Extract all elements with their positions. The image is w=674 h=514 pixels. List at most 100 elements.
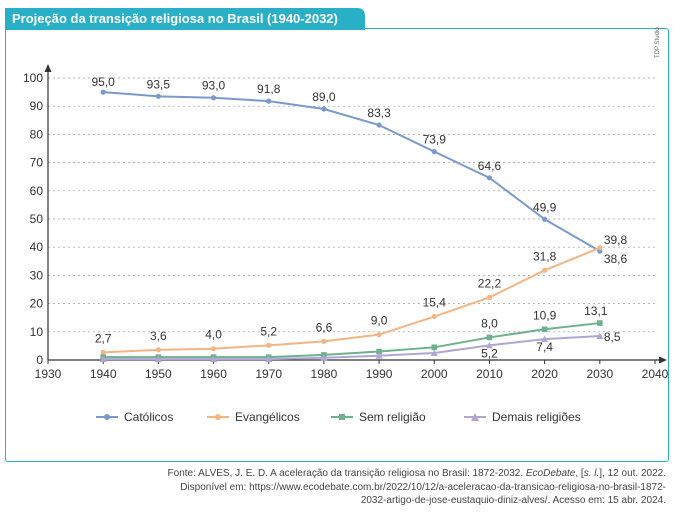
data-point (376, 348, 382, 355)
legend-item-sem-religiao: Sem religião (331, 410, 426, 424)
data-point (541, 326, 548, 333)
x-tick-label: 1970 (255, 367, 282, 381)
data-point (376, 332, 382, 338)
data-label: 49,9 (533, 200, 557, 214)
data-point (597, 320, 603, 326)
legend-item-demais: Demais religiões (464, 410, 581, 424)
data-label: 10,9 (533, 308, 557, 322)
source-line-3: 2032-artigo-de-jose-eustaquio-diniz-alve… (360, 495, 666, 506)
x-axis-arrow (659, 356, 667, 364)
series-lines (99, 89, 604, 363)
x-tick-label: 2000 (421, 367, 448, 381)
y-tick-label: 0 (36, 353, 43, 367)
x-tick-label: 2040 (642, 367, 669, 381)
y-tick-label: 40 (30, 240, 44, 254)
data-label: 64,6 (478, 159, 502, 173)
source-sl: s. l. (583, 468, 600, 479)
data-label: 6,6 (316, 320, 333, 334)
data-label: 8,5 (604, 330, 621, 344)
y-tick-label: 20 (30, 297, 44, 311)
legend-item-evangelicos: Evangélicos (207, 410, 300, 424)
data-point (265, 355, 273, 363)
legend-marker-evangelicos (207, 414, 229, 420)
source-line-1: Fonte: ALVES, J. E. D. A aceleração da t… (66, 467, 666, 481)
y-tick-label: 50 (30, 212, 44, 226)
data-point (100, 89, 106, 95)
data-labels: 95,0 93,5 93,0 91,8 89,0 83,3 73,9 64,6 49,9 38,6… (92, 75, 628, 360)
source-text: Fonte: ALVES, J. E. D. A aceleração da t… (167, 468, 526, 479)
x-tick-label: 2020 (531, 367, 558, 381)
x-tick-label: 1950 (145, 367, 172, 381)
data-point (321, 106, 327, 112)
data-point (155, 93, 161, 99)
source-text: ], 12 out. 2022. (599, 468, 666, 479)
source-line-2: Disponível em: https://www.ecodebate.com… (180, 481, 666, 493)
data-point (597, 245, 603, 251)
legend-item-catolicos: Católicos (96, 410, 173, 424)
series-line (103, 246, 601, 354)
series-line (103, 322, 600, 359)
x-tick-label: 2030 (586, 367, 613, 381)
y-tick-label: 10 (30, 325, 44, 339)
data-label: 5,2 (481, 346, 498, 360)
data-point (486, 294, 493, 300)
data-label: 83,3 (367, 106, 391, 120)
x-tick-label: 1990 (366, 367, 393, 381)
data-point (431, 344, 438, 351)
data-label: 9,0 (371, 314, 388, 328)
chart-title: Projeção da transição religiosa no Brasi… (12, 11, 338, 26)
data-point (100, 349, 106, 355)
y-tick-label: 80 (30, 127, 44, 141)
data-point (375, 352, 383, 359)
legend-marker-sem-religiao (331, 414, 353, 420)
legend-label: Sem religião (359, 410, 426, 424)
series-line (103, 91, 601, 253)
legend-marker-demais (464, 413, 486, 421)
data-point (542, 216, 548, 222)
legend-label: Evangélicos (235, 410, 300, 424)
legend-label: Demais religiões (492, 410, 581, 424)
data-point (210, 346, 217, 352)
y-tick-label: 60 (30, 184, 44, 198)
data-point (486, 175, 493, 181)
x-tick-label: 1940 (90, 367, 117, 381)
data-label: 15,4 (423, 296, 447, 310)
data-point (485, 341, 493, 349)
data-point (210, 95, 217, 101)
data-label: 2,7 (95, 331, 112, 345)
x-tick-label: 1930 (35, 367, 62, 381)
data-point (320, 354, 328, 361)
data-point (376, 122, 382, 128)
data-label: 5,2 (260, 324, 277, 338)
legend-label: Católicos (124, 410, 174, 424)
source-citation: Fonte: ALVES, J. E. D. A aceleração da t… (66, 467, 666, 508)
data-label: 73,9 (423, 133, 447, 147)
data-label: 4,0 (205, 328, 222, 342)
data-point (596, 332, 604, 340)
data-point (541, 335, 549, 343)
data-label: 95,0 (92, 75, 116, 89)
data-point (266, 342, 272, 348)
x-tick-label: 1960 (200, 367, 227, 381)
data-point (266, 98, 272, 104)
data-label: 91,8 (257, 82, 281, 96)
data-point (321, 338, 327, 344)
data-label: 22,2 (478, 276, 502, 290)
data-point (210, 355, 218, 363)
y-tick-label: 30 (30, 268, 44, 282)
data-label: 31,8 (533, 249, 557, 263)
data-label: 7,4 (536, 340, 553, 354)
y-tick-label: 100 (23, 71, 43, 85)
data-label: 13,1 (584, 304, 608, 318)
data-label: 38,6 (604, 252, 628, 266)
data-label: 3,6 (150, 329, 167, 343)
data-point (542, 267, 548, 273)
series-line (103, 335, 600, 361)
x-tick-label: 2010 (476, 367, 503, 381)
data-point (430, 349, 438, 356)
data-label: 39,8 (604, 233, 628, 247)
y-tick-label: 90 (30, 99, 44, 113)
data-point (486, 334, 493, 341)
